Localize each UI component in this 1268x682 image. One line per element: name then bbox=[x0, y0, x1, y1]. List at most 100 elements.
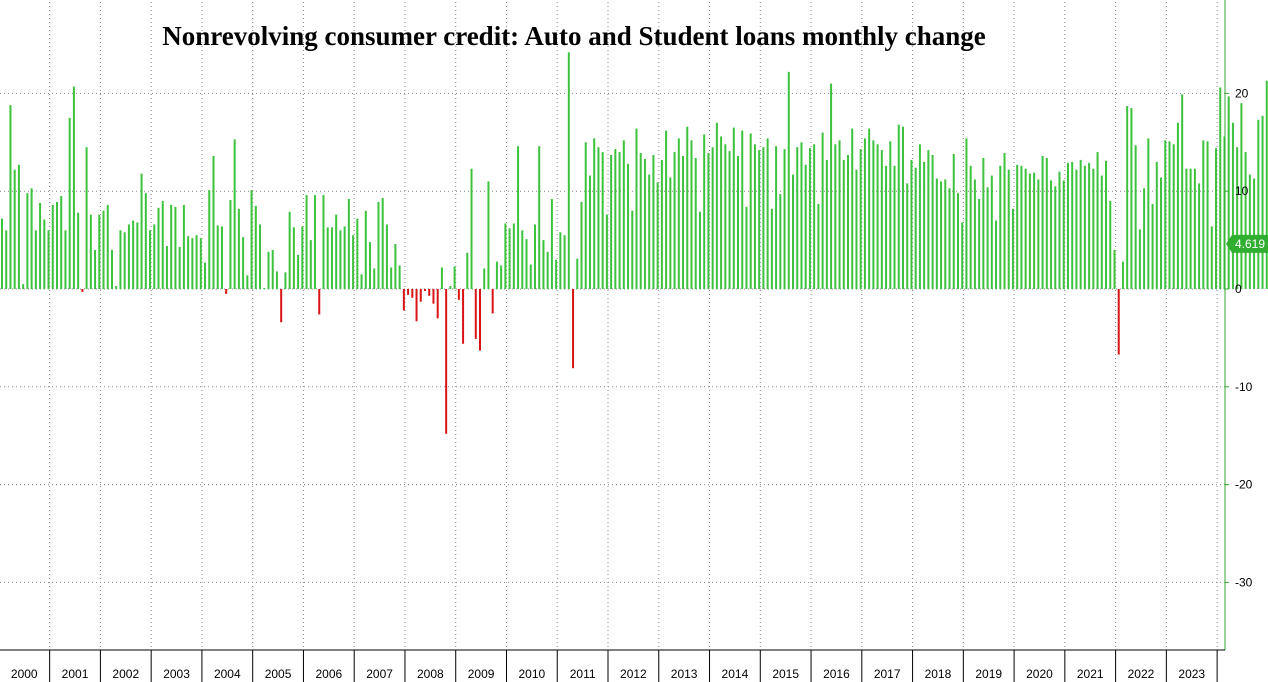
bar bbox=[1143, 188, 1146, 289]
bar bbox=[1016, 164, 1019, 289]
bar bbox=[572, 289, 575, 369]
bar bbox=[910, 159, 913, 289]
bar bbox=[55, 201, 58, 289]
bar bbox=[1185, 168, 1188, 289]
bar bbox=[1261, 115, 1264, 289]
bar bbox=[254, 205, 257, 289]
bar bbox=[859, 149, 862, 289]
bar bbox=[1236, 147, 1239, 289]
bar bbox=[792, 174, 795, 289]
bar bbox=[1151, 203, 1154, 289]
x-tick-label: 2016 bbox=[823, 667, 850, 681]
bar bbox=[1011, 208, 1014, 289]
bar bbox=[800, 142, 803, 289]
bars bbox=[1, 52, 1268, 434]
bar bbox=[847, 155, 849, 289]
bar bbox=[453, 266, 456, 289]
bar bbox=[1126, 106, 1129, 289]
bar bbox=[766, 138, 769, 289]
bar bbox=[1164, 140, 1167, 289]
x-tick-label: 2002 bbox=[112, 667, 139, 681]
bar bbox=[1265, 80, 1268, 289]
bar bbox=[1028, 173, 1031, 289]
bar bbox=[851, 128, 854, 289]
bar bbox=[102, 210, 105, 289]
bar bbox=[652, 155, 655, 289]
bar bbox=[9, 105, 12, 289]
x-tick-label: 2006 bbox=[315, 667, 342, 681]
x-tick-label: 2020 bbox=[1026, 667, 1053, 681]
bar bbox=[318, 289, 321, 315]
bar bbox=[250, 190, 253, 289]
bar bbox=[863, 138, 866, 289]
bar bbox=[30, 188, 33, 289]
bar bbox=[174, 206, 177, 289]
bar bbox=[969, 165, 972, 289]
bar bbox=[428, 289, 431, 296]
bar bbox=[445, 289, 448, 434]
bar bbox=[149, 230, 152, 289]
bar bbox=[390, 267, 393, 289]
bar bbox=[1219, 87, 1222, 289]
bar bbox=[673, 152, 676, 289]
bar bbox=[407, 289, 410, 295]
bar bbox=[965, 138, 968, 289]
bar bbox=[98, 214, 101, 289]
bar bbox=[17, 164, 20, 289]
bar bbox=[436, 289, 439, 319]
y-tick-label: -20 bbox=[1235, 478, 1253, 492]
bar bbox=[559, 232, 562, 289]
bar bbox=[478, 289, 481, 351]
bar bbox=[682, 155, 685, 289]
last-value-badge-bg bbox=[1226, 234, 1268, 253]
bar bbox=[212, 155, 215, 289]
bar bbox=[610, 155, 613, 289]
bar bbox=[749, 133, 752, 289]
bar bbox=[1024, 168, 1027, 289]
bar bbox=[1083, 165, 1086, 289]
bar bbox=[500, 265, 503, 289]
bar bbox=[466, 252, 469, 289]
bar bbox=[677, 138, 680, 289]
bar bbox=[51, 204, 54, 289]
bar bbox=[838, 140, 841, 289]
bar bbox=[872, 140, 875, 289]
bar bbox=[517, 146, 520, 289]
bar bbox=[72, 86, 75, 289]
bar bbox=[398, 265, 401, 289]
bar bbox=[81, 289, 84, 292]
bar bbox=[952, 154, 955, 289]
bar bbox=[246, 275, 249, 289]
x-tick-label: 2017 bbox=[874, 667, 901, 681]
bar bbox=[1041, 155, 1044, 289]
bar bbox=[347, 199, 350, 289]
bar bbox=[576, 258, 579, 289]
bar bbox=[314, 195, 317, 289]
bar bbox=[956, 193, 959, 289]
bar bbox=[373, 268, 376, 289]
bar bbox=[1189, 168, 1192, 289]
bar bbox=[605, 214, 608, 289]
bar bbox=[923, 161, 926, 289]
bar bbox=[808, 148, 811, 289]
bar bbox=[364, 210, 367, 289]
bar bbox=[360, 274, 363, 289]
bar bbox=[940, 181, 943, 289]
bar bbox=[698, 211, 701, 289]
bar bbox=[26, 193, 29, 289]
bar bbox=[1066, 162, 1069, 289]
bar bbox=[707, 153, 710, 289]
bar bbox=[1045, 157, 1048, 289]
bar bbox=[106, 204, 109, 289]
bar bbox=[64, 230, 67, 289]
bar bbox=[703, 134, 706, 289]
bar bbox=[525, 239, 528, 289]
bar bbox=[1227, 96, 1230, 289]
bar bbox=[1168, 141, 1171, 289]
bar bbox=[1138, 229, 1141, 289]
bar bbox=[521, 230, 524, 289]
bar bbox=[1100, 175, 1103, 289]
bar bbox=[538, 146, 541, 289]
bar bbox=[973, 179, 976, 289]
bar bbox=[153, 224, 156, 289]
